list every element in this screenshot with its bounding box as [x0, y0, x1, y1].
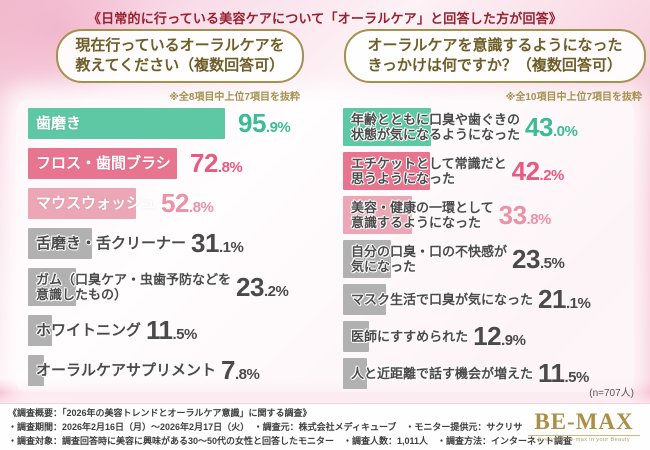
- bar-row: マスク生活で口臭が気になった 21.1%: [343, 284, 643, 315]
- bar-row: 年齢とともに口臭や歯ぐきの 状態が気になるようになった 43.0%: [343, 108, 643, 146]
- bar-value: 31.1%: [191, 228, 244, 258]
- bar-value: 12.9%: [473, 321, 526, 351]
- bar: [28, 355, 44, 386]
- be-max-logo-tagline: Everyday Be-max in your Beauty: [528, 435, 640, 443]
- bar-row: 自分の口臭・口の不快感が 気になった 23.5%: [343, 240, 643, 278]
- bar-row: フロス・歯間ブラシ 72.8%: [28, 148, 324, 179]
- bar-value: 7.8%: [221, 355, 260, 385]
- bar-chart-oral-care-triggers: 年齢とともに口臭や歯ぐきの 状態が気になるようになった 43.0% エチケットとして…: [343, 108, 643, 389]
- bar-chart-current-oral-care: 歯磨き 95.9% フロス・歯間ブラシ 72.8% マウスウォッシュ 52.8% 舌磨き・舌…: [28, 108, 324, 386]
- survey-line-1: 《調査概要：「2026年の美容トレンドとオーラルケア意識」に関する調査》: [8, 408, 312, 418]
- bar-row: マウスウォッシュ 52.8%: [28, 188, 324, 219]
- bar-value: 42.2%: [511, 155, 565, 186]
- bar-label: 医師にすすめられた: [351, 328, 469, 344]
- bar-label: ホワイトニング: [36, 321, 142, 339]
- bar-row: 医師にすすめられた 12.9%: [343, 321, 643, 352]
- bar-label: エチケットとして常識だと 思うようになった: [351, 155, 507, 186]
- page-title: 《日常的に行っている美容ケアについて「オーラルケア」と回答した方が回答》: [87, 11, 563, 26]
- be-max-logo: BE-MAX Everyday Be-max in your Beauty: [528, 410, 640, 443]
- bar-label: 人と近距離で話す機会が増えた: [351, 365, 534, 381]
- survey-overview: 《調査概要：「2026年の美容トレンドとオーラルケア意識」に関する調査》 ・調査…: [8, 407, 572, 449]
- bar-value: 11.5%: [538, 358, 589, 388]
- bar: [343, 108, 431, 146]
- bar-row: ホワイトニング 11.5%: [28, 315, 324, 346]
- bar: [343, 284, 386, 315]
- bar-value: 23.5%: [512, 243, 565, 274]
- bar-value: 21.1%: [538, 284, 591, 314]
- question-box-left: 現在行っているオーラルケアを 教えてください（複数回答可）: [56, 29, 304, 83]
- question-box-right: オーラルケアを意識するようになった きっかけは何ですか？（複数回答可）: [344, 29, 646, 83]
- bar: [28, 228, 92, 259]
- bar-row: 舌磨き・舌クリーナー 31.1%: [28, 228, 324, 259]
- bar-value: 52.8%: [161, 188, 214, 218]
- sample-size-label: (n=707人): [589, 388, 634, 399]
- bar-row: オーラルケアサプリメント 7.8%: [28, 355, 324, 386]
- bar-label: フロス・歯間ブラシ: [36, 154, 171, 172]
- note-right: ※全10項目中上位7項目を抜粋: [505, 92, 642, 103]
- bar-label: オーラルケアサプリメント: [36, 361, 217, 379]
- bar-label: マウスウォッシュ: [36, 194, 157, 212]
- bar: [28, 315, 52, 346]
- bar-label: 年齢とともに口臭や歯ぐきの 状態が気になるようになった: [351, 111, 521, 142]
- be-max-logo-name: BE-MAX: [534, 409, 634, 434]
- bar-row: エチケットとして常識だと 思うようになった 42.2%: [343, 152, 643, 190]
- bar: [28, 188, 136, 219]
- bar-value: 95.9%: [238, 108, 291, 138]
- survey-line-3: ・調査対象：調査回答時に美容に興味がある30～50代の女性と回答したモニター ・…: [8, 435, 573, 446]
- bar: [343, 196, 412, 234]
- survey-line-2: ・調査期間：2026年2月16日（月）～2026年2月17日（火） ・調査元：株…: [8, 421, 523, 432]
- bar-value: 23.2%: [236, 271, 289, 302]
- bar-label: 舌磨き・舌クリーナー: [36, 234, 187, 252]
- bar: [343, 321, 369, 352]
- bar-label: ガム（口臭ケア・虫歯予防などを 意識したもの）: [36, 271, 232, 302]
- bar-value: 43.0%: [525, 111, 578, 142]
- bar-label: マスク生活で口臭が気になった: [351, 291, 534, 307]
- bar-row: ガム（口臭ケア・虫歯予防などを 意識したもの） 23.2%: [28, 268, 324, 306]
- bar-row: 人と近距離で話す機会が増えた 11.5%: [343, 358, 643, 389]
- bar-label: 自分の口臭・口の不快感が 気になった: [351, 243, 508, 274]
- bar: [343, 152, 430, 190]
- bar: [28, 148, 177, 179]
- bar-label: 美容・健康の一環として 意識するようになった: [351, 199, 494, 230]
- bar: [343, 358, 367, 389]
- bar: [343, 240, 391, 278]
- bar-value: 11.5%: [146, 315, 197, 345]
- footer: 《調査概要：「2026年の美容トレンドとオーラルケア意識」に関する調査》 ・調査…: [0, 403, 650, 450]
- bar-row: 歯磨き 95.9%: [28, 108, 324, 139]
- bar-value: 33.8%: [498, 199, 552, 230]
- bar-value: 72.8%: [190, 148, 243, 178]
- bar: [28, 108, 225, 139]
- bar-label: 歯磨き: [36, 114, 82, 132]
- bar-row: 美容・健康の一環として 意識するようになった 33.8%: [343, 196, 643, 234]
- bar: [28, 268, 76, 306]
- note-left: ※全8項目中上位7項目を抜粋: [169, 92, 300, 103]
